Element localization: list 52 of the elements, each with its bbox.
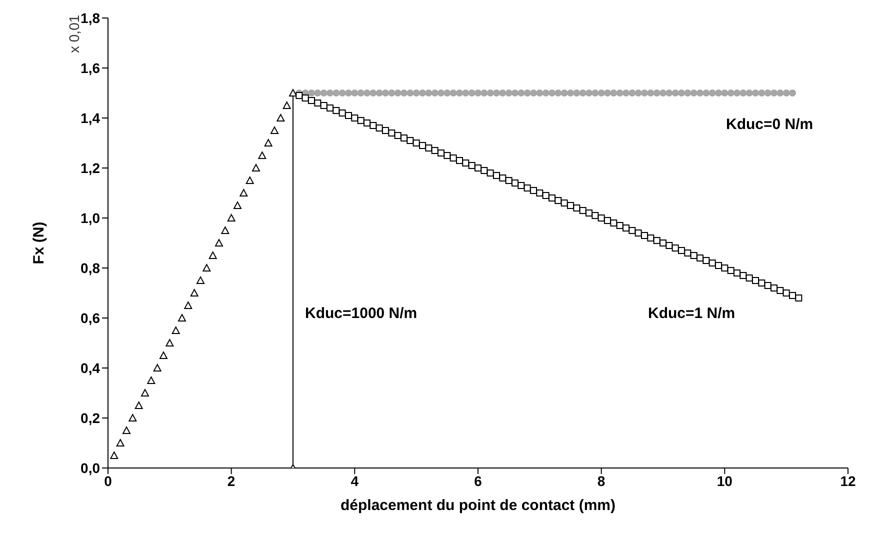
y-tick-label: 1,4	[80, 110, 100, 126]
text: x 0,01	[66, 14, 82, 53]
annotation: Kduc=1 N/m	[648, 305, 736, 322]
y-axis-title: Fx (N)	[30, 222, 48, 264]
x-tick-label: 4	[350, 472, 359, 489]
x-tick-label: 8	[597, 472, 606, 489]
point	[270, 126, 278, 134]
point	[172, 326, 180, 334]
annotation: Kduc=0 N/m	[726, 116, 814, 133]
y-tick-label: 1,6	[80, 60, 100, 76]
point	[122, 426, 130, 434]
point	[252, 164, 260, 172]
point	[184, 302, 192, 309]
y-tick-label: 1,0	[80, 210, 100, 226]
point	[246, 176, 254, 184]
point	[258, 152, 266, 159]
point	[276, 114, 285, 122]
point	[208, 252, 217, 259]
x-axis-title: déplacement du point de contact (mm)	[340, 497, 616, 514]
x-tick-label: 0	[104, 472, 112, 489]
point	[234, 202, 242, 209]
y-tick-label: 0,8	[80, 260, 100, 276]
point	[202, 264, 211, 272]
point	[190, 289, 198, 296]
point	[110, 452, 118, 459]
point	[147, 376, 156, 384]
point	[196, 276, 204, 284]
x-tick-label: 2	[227, 472, 236, 489]
y-tick-label: 1,8	[80, 10, 100, 26]
point	[166, 339, 174, 346]
y-tick-label: 0,0	[80, 460, 100, 476]
point	[178, 314, 186, 322]
point	[116, 439, 124, 446]
x-tick-label: 6	[474, 472, 482, 489]
point	[160, 352, 168, 359]
x-tick-label: 10	[716, 472, 733, 489]
point	[215, 239, 223, 246]
y-tick-label: 1,2	[80, 160, 100, 176]
annotation: Kduc=1000 N/m	[305, 305, 418, 322]
point	[134, 402, 143, 409]
y-tick-label: 0,2	[80, 410, 100, 426]
point	[264, 139, 272, 146]
y-tick-label: 0,6	[80, 310, 100, 326]
point	[227, 214, 236, 222]
point	[141, 389, 149, 396]
x-tick-label: 12	[840, 472, 856, 489]
point	[153, 364, 162, 372]
point	[282, 102, 291, 109]
point	[240, 189, 248, 196]
point	[128, 414, 137, 422]
point	[221, 226, 230, 234]
y-tick-label: 0,4	[80, 360, 100, 376]
